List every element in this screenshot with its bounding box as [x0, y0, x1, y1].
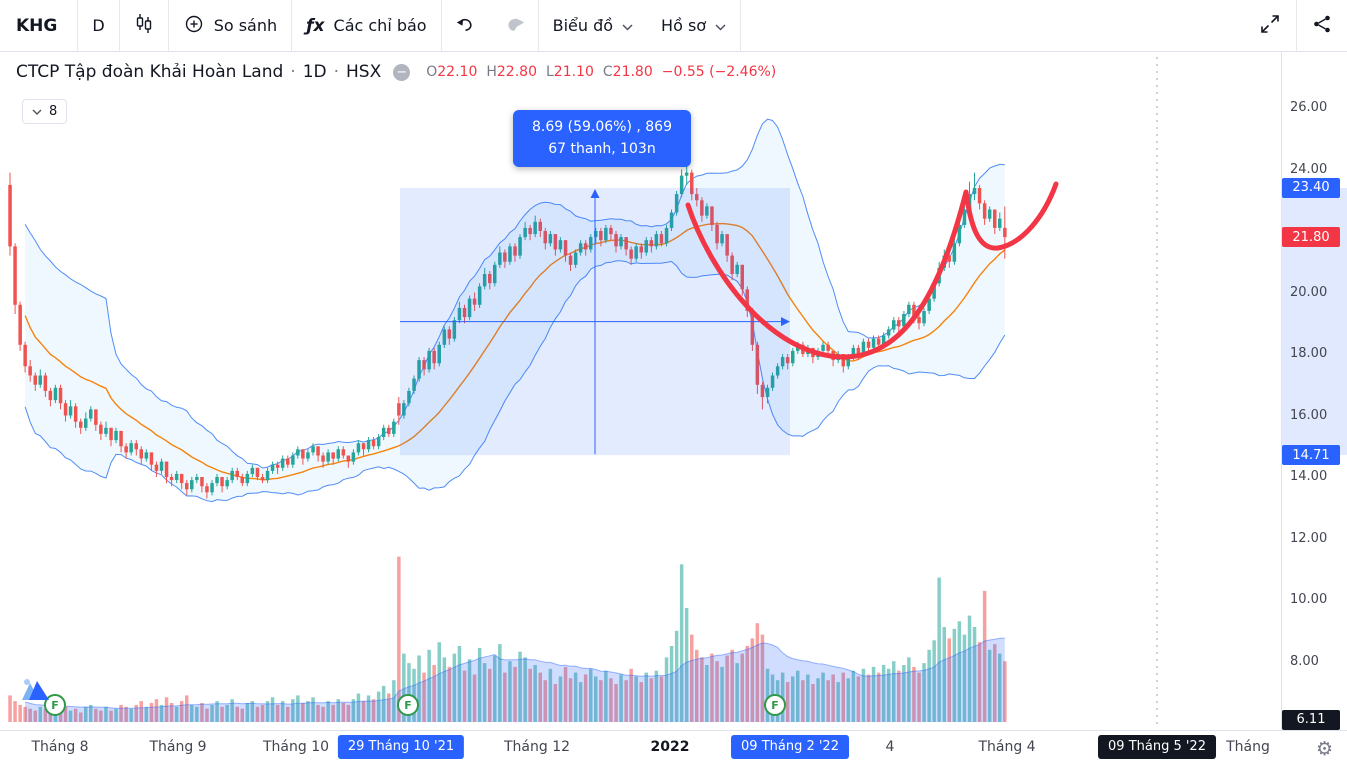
share-icon [1311, 13, 1333, 39]
object-tree-button[interactable]: 8 [22, 99, 68, 124]
toolbar-divider [537, 0, 539, 51]
price-label-dark: 6.11 [1282, 709, 1340, 730]
fx-icon: ƒx [306, 15, 325, 36]
measure-tool[interactable] [400, 188, 790, 456]
svg-text:F: F [51, 699, 59, 712]
price-axis[interactable]: 26.00 24.00 20.00 18.00 16.00 14.00 12.00 10.00… [1281, 52, 1347, 730]
price-tick: 16.00 [1290, 407, 1328, 423]
profile-menu-button[interactable]: Hồ sơ [647, 0, 740, 51]
chart-legend: CTCP Tập đoàn Khải Hoàn Land · 1D · HSX … [16, 62, 776, 82]
redo-button[interactable] [490, 0, 538, 51]
top-toolbar: KHG D So sánh ƒx Các chỉ báo [0, 0, 1347, 52]
toolbar-divider [740, 0, 742, 51]
high-label: H [486, 64, 497, 80]
price-tick: 14.00 [1290, 469, 1328, 484]
open-label: O [426, 64, 438, 80]
compare-button[interactable]: So sánh [169, 0, 291, 51]
toolbar-divider [440, 0, 442, 51]
close-value: 21.80 [612, 64, 653, 80]
legend-exchange: HSX [346, 62, 382, 82]
time-tick: Tháng [1226, 739, 1270, 755]
chart-type-button[interactable] [120, 0, 168, 51]
object-count: 8 [49, 104, 58, 119]
time-tick: Tháng 10 [262, 739, 330, 755]
volume-series [8, 556, 1007, 722]
low-label: L [545, 64, 554, 80]
indicators-button[interactable]: ƒx Các chỉ báo [292, 0, 440, 51]
price-tick: 18.00 [1290, 346, 1328, 361]
gear-icon[interactable]: ⚙ [1315, 738, 1333, 760]
chart-menu-label: Biểu đồ [552, 16, 614, 35]
svg-text:F: F [771, 699, 779, 712]
undo-icon [456, 15, 476, 37]
price-tick: 10.00 [1290, 592, 1328, 607]
low-value: 21.10 [553, 64, 594, 80]
candlestick-series [8, 163, 1007, 499]
date-label-blue[interactable]: 29 Tháng 10 '21 [337, 735, 465, 759]
time-tick: Tháng 4 [978, 739, 1036, 755]
date-label-dark[interactable]: 09 Tháng 5 '22 [1098, 735, 1216, 759]
legend-interval: 1D [302, 62, 327, 82]
price-label-blue: 14.71 [1282, 445, 1340, 466]
profile-menu-label: Hồ sơ [661, 16, 707, 35]
change-value: −0.55 (−2.46%) [661, 64, 777, 80]
ohlc-values: O22.10 H22.80 L21.10 C21.80 −0.55 (−2.46… [426, 64, 776, 80]
logo-icon [20, 676, 52, 706]
toolbar-divider [77, 0, 79, 51]
compare-label: So sánh [213, 16, 278, 35]
chart-menu-button[interactable]: Biểu đồ [539, 0, 647, 51]
svg-text:F: F [404, 699, 412, 712]
brush-drawing[interactable] [685, 181, 1059, 360]
price-tick: 20.00 [1290, 284, 1328, 300]
interval-label: D [92, 16, 105, 35]
close-label: C [602, 64, 613, 80]
date-label-blue[interactable]: 09 Tháng 2 '22 [731, 735, 849, 759]
toolbar-divider [291, 0, 293, 51]
price-tick: 26.00 [1290, 100, 1328, 115]
undo-button[interactable] [442, 0, 490, 51]
time-tick: Tháng 9 [149, 739, 207, 755]
price-tick: 24.00 [1290, 161, 1328, 177]
time-tick: Tháng 12 [503, 739, 571, 755]
time-axis[interactable]: Tháng 8 Tháng 9 Tháng 10 Tháng 12 2022 4 Tháng… [0, 730, 1347, 763]
chevron-down-icon [622, 16, 633, 35]
toolbar-divider [167, 0, 169, 51]
fullscreen-icon [1258, 12, 1282, 40]
price-tick: 8.00 [1290, 653, 1319, 669]
toolbar-divider [1296, 0, 1297, 51]
volume-ma-area [24, 637, 1005, 722]
open-value: 22.10 [437, 64, 478, 80]
chevron-down-icon [715, 16, 726, 35]
redo-icon [504, 15, 524, 37]
legend-separator: · [333, 62, 339, 82]
indicators-label: Các chỉ báo [333, 16, 427, 35]
symbol-label: KHG [16, 15, 58, 36]
high-value: 22.80 [496, 64, 537, 80]
measure-bars: 67 thanh, 103n [548, 140, 656, 157]
toolbar-right-group [1244, 0, 1347, 51]
time-tick: 4 [885, 739, 895, 755]
chevron-down-icon [32, 104, 42, 119]
share-button[interactable] [1297, 0, 1347, 51]
instrument-title[interactable]: CTCP Tập đoàn Khải Hoàn Land [16, 62, 284, 82]
price-tick: 12.00 [1290, 530, 1328, 546]
interval-button[interactable]: D [78, 0, 118, 51]
legend-separator: · [290, 62, 296, 82]
time-tick: 2022 [650, 739, 690, 755]
compare-plus-icon [183, 13, 205, 39]
price-label-red: 21.80 [1282, 227, 1340, 248]
measure-tooltip: 8.69 (59.06%) , 869 67 thanh, 103n [513, 110, 691, 168]
hide-legend-button[interactable]: − [393, 63, 411, 81]
toolbar-divider [118, 0, 120, 51]
measure-delta: 8.69 (59.06%) , 869 [532, 119, 672, 135]
candlestick-icon [134, 13, 154, 39]
symbol-button[interactable]: KHG [0, 0, 77, 51]
price-label-blue: 23.40 [1282, 177, 1340, 198]
fullscreen-button[interactable] [1244, 0, 1296, 51]
time-tick: Tháng 8 [31, 739, 89, 755]
